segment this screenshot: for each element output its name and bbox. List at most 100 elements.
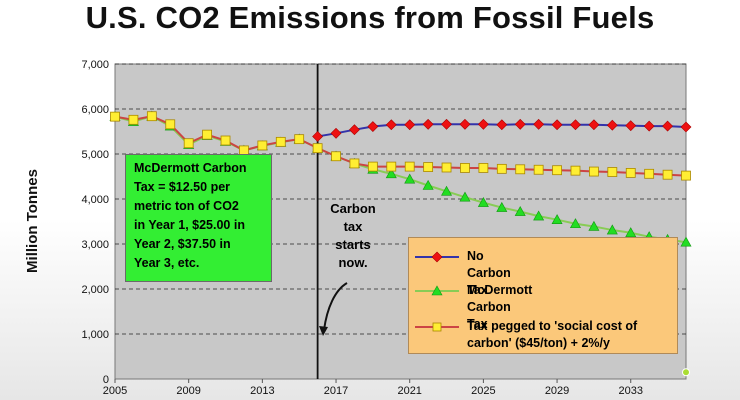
data-point (680, 121, 692, 133)
data-point (349, 124, 360, 136)
data-point (404, 161, 415, 172)
y-tick-label: 6,000 (81, 104, 109, 116)
legend-label: McDermott Carbon Tax (467, 283, 533, 331)
data-point (643, 120, 655, 132)
y-tick-label: 3,000 (81, 239, 109, 251)
data-point (441, 185, 453, 196)
data-point (515, 164, 526, 175)
data-point (625, 227, 637, 238)
y-tick-label: 2,000 (81, 284, 109, 296)
data-point (533, 210, 545, 221)
data-point (385, 168, 397, 179)
data-point (367, 121, 379, 132)
data-point (459, 118, 471, 130)
policy-annotation-line: Tax = $12.50 per (134, 180, 231, 194)
data-point (569, 218, 581, 229)
legend-swatch-social-cost (415, 322, 459, 332)
data-point (496, 163, 507, 174)
legend-swatch-mcdermott (415, 285, 459, 296)
legend: No Carbon Tax McDermott Carbon Tax Tax p… (408, 237, 678, 354)
start-annotation-line: now. (338, 255, 368, 270)
data-point (441, 162, 452, 173)
data-point (533, 118, 545, 130)
data-point (607, 167, 618, 177)
legend-label: No Carbon Tax (467, 249, 511, 297)
data-point (514, 118, 526, 130)
data-point (441, 118, 452, 130)
data-point (662, 169, 673, 180)
y-tick-label: 0 (103, 374, 109, 386)
data-point (312, 143, 323, 154)
data-point (477, 196, 489, 207)
policy-annotation-line: Year 2, $37.50 in (134, 237, 231, 251)
policy-annotation-box: McDermott Carbon Tax = $12.50 per metric… (125, 154, 272, 282)
start-annotation-line: Carbon (330, 201, 376, 216)
data-point (551, 214, 563, 224)
policy-annotation-line: in Year 1, $25.00 in (134, 218, 245, 232)
data-point (386, 161, 397, 172)
x-tick-label: 2029 (545, 385, 569, 397)
data-point (183, 138, 194, 149)
data-point (533, 164, 544, 175)
data-point (588, 220, 600, 231)
data-point (496, 201, 508, 212)
data-point (404, 173, 416, 184)
y-axis-label: Million Tonnes (24, 169, 41, 273)
y-tick-label: 7,000 (81, 59, 109, 71)
x-tick-label: 2017 (324, 385, 348, 397)
data-point (514, 205, 526, 216)
data-point (367, 161, 378, 172)
data-point (459, 191, 471, 202)
data-point (625, 120, 637, 132)
data-point (404, 119, 416, 131)
x-tick-label: 2013 (250, 385, 274, 397)
data-point (570, 119, 581, 131)
x-tick-label: 2025 (471, 385, 495, 397)
data-point (220, 135, 231, 146)
legend-swatch-no-tax (415, 251, 459, 263)
data-point (478, 163, 489, 173)
data-point (385, 119, 397, 131)
x-tick-label: 2005 (103, 385, 127, 397)
data-point (423, 162, 434, 172)
data-point (606, 119, 618, 131)
start-annotation-line: tax (343, 219, 363, 234)
y-tick-label: 4,000 (81, 194, 109, 206)
start-annotation-line: starts (335, 237, 371, 252)
data-point (257, 140, 268, 151)
data-point (681, 170, 691, 181)
data-point (552, 165, 562, 176)
data-point (588, 119, 600, 131)
x-tick-label: 2009 (176, 385, 200, 397)
data-point (551, 119, 563, 131)
data-point (128, 114, 139, 125)
data-point (662, 120, 674, 132)
x-tick-label: 2021 (397, 385, 421, 397)
extra-data-point (682, 368, 690, 377)
policy-annotation-line: metric ton of CO2 (134, 199, 239, 213)
data-point (275, 136, 286, 147)
data-point (202, 129, 212, 140)
data-point (110, 111, 120, 122)
legend-label: Tax pegged to 'social cost of carbon' ($… (467, 319, 638, 350)
data-point (625, 167, 636, 178)
chart-title: U.S. CO2 Emissions from Fossil Fuels (85, 0, 655, 35)
data-point (680, 236, 692, 247)
data-point (477, 118, 489, 130)
data-point (146, 111, 157, 122)
start-arrow (323, 282, 348, 331)
data-point (331, 151, 341, 162)
data-point (330, 127, 342, 139)
data-point (570, 165, 581, 176)
data-point (165, 119, 176, 130)
start-annotation: Carbon tax starts now. (325, 200, 381, 272)
data-point (422, 118, 434, 130)
y-tick-label: 1,000 (81, 329, 109, 341)
data-point (496, 119, 508, 131)
policy-annotation-line: McDermott Carbon (134, 161, 247, 175)
data-point (422, 179, 434, 190)
data-point (644, 168, 655, 179)
y-tick-label: 5,000 (81, 149, 109, 161)
data-point (589, 166, 599, 177)
policy-annotation-line: Year 3, etc. (134, 256, 200, 270)
